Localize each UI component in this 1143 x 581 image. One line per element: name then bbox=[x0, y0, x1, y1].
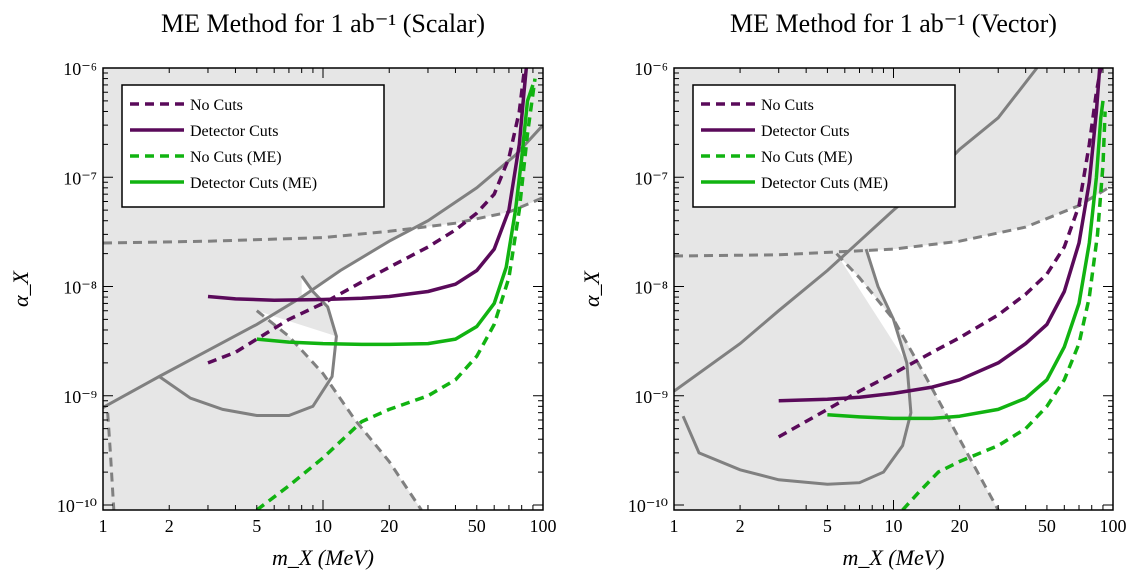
x-tick-label: 5 bbox=[252, 516, 261, 536]
y-axis-label: α_X bbox=[579, 269, 604, 307]
x-tick-label: 2 bbox=[165, 516, 174, 536]
series-line-detector-cuts bbox=[207, 68, 529, 302]
series-line-no-cuts-me bbox=[255, 78, 537, 510]
series-line-no-cuts-me bbox=[901, 111, 1107, 510]
x-tick-label: 1 bbox=[670, 516, 679, 536]
y-tick-label: 10⁻⁷ bbox=[63, 168, 97, 188]
y-tick-label: 10⁻⁷ bbox=[634, 168, 668, 188]
chart-title: ME Method for 1 ab⁻¹ (Scalar) bbox=[161, 9, 485, 38]
x-tick-label: 50 bbox=[468, 516, 486, 536]
legend-label: No Cuts (ME) bbox=[190, 149, 282, 166]
x-tick-label: 20 bbox=[380, 516, 398, 536]
x-axis-label: m_X (MeV) bbox=[842, 545, 944, 570]
x-tick-label: 20 bbox=[951, 516, 969, 536]
series-line-detector-cuts-me bbox=[256, 84, 535, 347]
y-tick-label: 10⁻⁶ bbox=[63, 59, 97, 79]
legend-label: Detector Cuts (ME) bbox=[190, 175, 317, 192]
y-tick-label: 10⁻⁸ bbox=[63, 278, 97, 298]
chart-title: ME Method for 1 ab⁻¹ (Vector) bbox=[730, 9, 1057, 38]
series-line-no-cuts bbox=[207, 72, 526, 365]
series-line-no-cuts bbox=[777, 68, 1103, 439]
x-axis-label: m_X (MeV) bbox=[272, 545, 374, 570]
legend-label: Detector Cuts bbox=[190, 123, 278, 140]
x-tick-label: 1 bbox=[99, 516, 108, 536]
exclusion-bound-0 bbox=[674, 68, 1039, 393]
legend: No Cuts Detector Cuts No Cuts (ME) Detector… bbox=[692, 84, 956, 208]
y-tick-label: 10⁻¹⁰ bbox=[57, 496, 97, 516]
exclusion-bound-2 bbox=[158, 275, 338, 417]
series-line-detector-cuts-me bbox=[827, 100, 1105, 421]
legend-label: No Cuts (ME) bbox=[761, 149, 853, 166]
x-tick-label: 50 bbox=[1038, 516, 1056, 536]
exclusion-bound-2 bbox=[681, 248, 913, 486]
y-tick-label: 10⁻¹⁰ bbox=[628, 496, 668, 516]
exclusion-bound-0 bbox=[103, 124, 543, 409]
legend-label: Detector Cuts (ME) bbox=[761, 175, 888, 192]
exclusion-bound-4 bbox=[106, 412, 116, 510]
x-tick-label: 100 bbox=[1100, 516, 1127, 536]
y-tick-label: 10⁻⁹ bbox=[63, 387, 97, 407]
vector-panel: 1 2 5 10 20 50 100 10⁻¹⁰ 10⁻⁹ 10⁻⁸ 10⁻⁷ 10⁻⁶ ME Meth… bbox=[579, 9, 1127, 570]
y-tick-label: 10⁻⁹ bbox=[634, 387, 668, 407]
y-axis-label: α_X bbox=[8, 269, 33, 307]
y-tick-label: 10⁻⁶ bbox=[634, 59, 668, 79]
x-tick-label: 100 bbox=[530, 516, 557, 536]
x-tick-label: 10 bbox=[885, 516, 903, 536]
legend-label: Detector Cuts bbox=[761, 123, 849, 140]
legend: No Cuts Detector Cuts No Cuts (ME) Detector… bbox=[121, 84, 385, 208]
legend-label: No Cuts bbox=[190, 97, 243, 114]
legend-label: No Cuts bbox=[761, 97, 814, 114]
allowed-region bbox=[836, 185, 1113, 510]
allowed-region bbox=[256, 198, 543, 510]
x-tick-label: 10 bbox=[314, 516, 332, 536]
x-tick-label: 2 bbox=[736, 516, 745, 536]
scalar-panel: 1 2 5 10 20 50 100 10⁻¹⁰ 10⁻⁹ 10⁻⁸ 10⁻⁷ 10⁻⁶ ME Meth… bbox=[8, 9, 557, 570]
x-tick-label: 5 bbox=[823, 516, 832, 536]
exclusion-bound-3 bbox=[255, 309, 423, 510]
series-line-detector-cuts bbox=[778, 68, 1102, 403]
y-tick-label: 10⁻⁸ bbox=[634, 278, 668, 298]
